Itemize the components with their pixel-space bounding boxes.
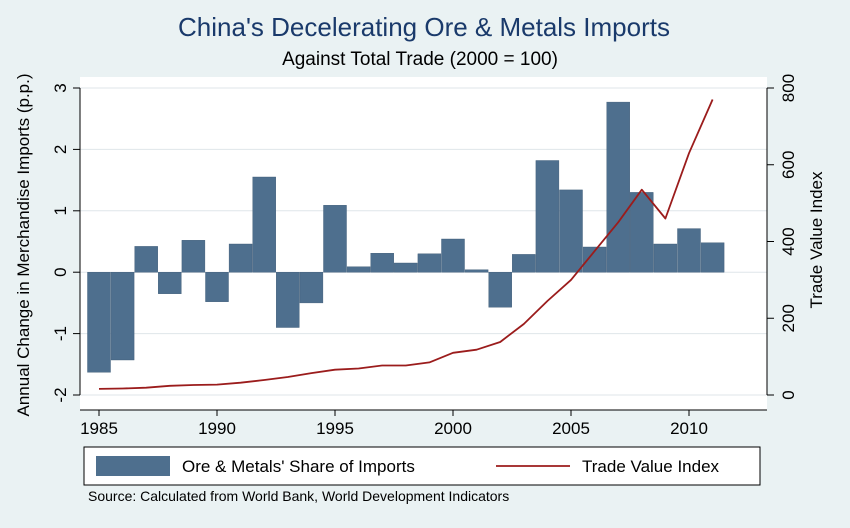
bar-1988: [158, 272, 182, 294]
trade-value-index-line: [98, 99, 714, 390]
bar-2008: [630, 192, 654, 273]
left-tick-label: -2: [51, 387, 70, 402]
bar-2009: [653, 243, 678, 273]
bar-2000: [441, 238, 465, 273]
x-tick-label: 2000: [434, 419, 472, 438]
bar-2006: [582, 246, 607, 273]
left-tick-label: 0: [51, 267, 70, 276]
bar-1993: [276, 272, 300, 328]
bar-2004: [535, 160, 560, 273]
bar-1991: [228, 243, 253, 273]
bar-1999: [417, 253, 442, 273]
right-tick-label: 600: [779, 151, 798, 179]
right-tick-label: 800: [779, 74, 798, 102]
bar-1998: [394, 262, 418, 273]
right-axis-title: Trade Value Index: [807, 171, 826, 309]
bar-2001: [464, 269, 489, 273]
left-tick-label: 2: [51, 145, 70, 154]
legend-label-line: Trade Value Index: [582, 457, 720, 476]
bar-2011: [700, 242, 725, 273]
bar-1985: [87, 272, 111, 373]
source-note: Source: Calculated from World Bank, Worl…: [88, 488, 509, 504]
bar-1989: [181, 240, 206, 273]
left-tick-label: 3: [51, 83, 70, 92]
right-tick-label: 400: [779, 227, 798, 255]
legend-box: [83, 446, 761, 486]
right-tick-label: 200: [779, 304, 798, 332]
legend-label-bars: Ore & Metals' Share of Imports: [182, 457, 415, 476]
chart-title: China's Decelerating Ore & Metals Import…: [178, 12, 670, 42]
x-tick-label: 1985: [80, 419, 118, 438]
bar-1994: [299, 272, 324, 304]
bar-2005: [559, 189, 583, 273]
x-tick-label: 1990: [198, 419, 236, 438]
bar-1992: [252, 176, 276, 273]
x-tick-label: 2010: [670, 419, 708, 438]
right-tick-label: 0: [779, 390, 798, 399]
bar-1997: [370, 252, 394, 273]
bar-1995: [323, 205, 347, 273]
bar-2007: [606, 101, 630, 273]
bar-2002: [488, 272, 512, 308]
left-tick-label: 1: [51, 206, 70, 215]
x-tick-label: 2005: [552, 419, 590, 438]
left-axis-title: Annual Change in Merchandise Imports (p.…: [14, 73, 33, 416]
bar-2010: [677, 228, 701, 273]
legend-swatch-bars: [96, 456, 170, 476]
x-tick-label: 1995: [316, 419, 354, 438]
bar-1996: [346, 266, 371, 273]
left-tick-label: -1: [51, 326, 70, 341]
bar-1990: [205, 272, 229, 302]
bar-1986: [110, 272, 135, 361]
legend: Ore & Metals' Share of Imports Trade Val…: [83, 446, 761, 486]
chart-subtitle: Against Total Trade (2000 = 100): [282, 49, 558, 70]
bar-1987: [134, 246, 158, 273]
bar-2003: [512, 254, 536, 273]
